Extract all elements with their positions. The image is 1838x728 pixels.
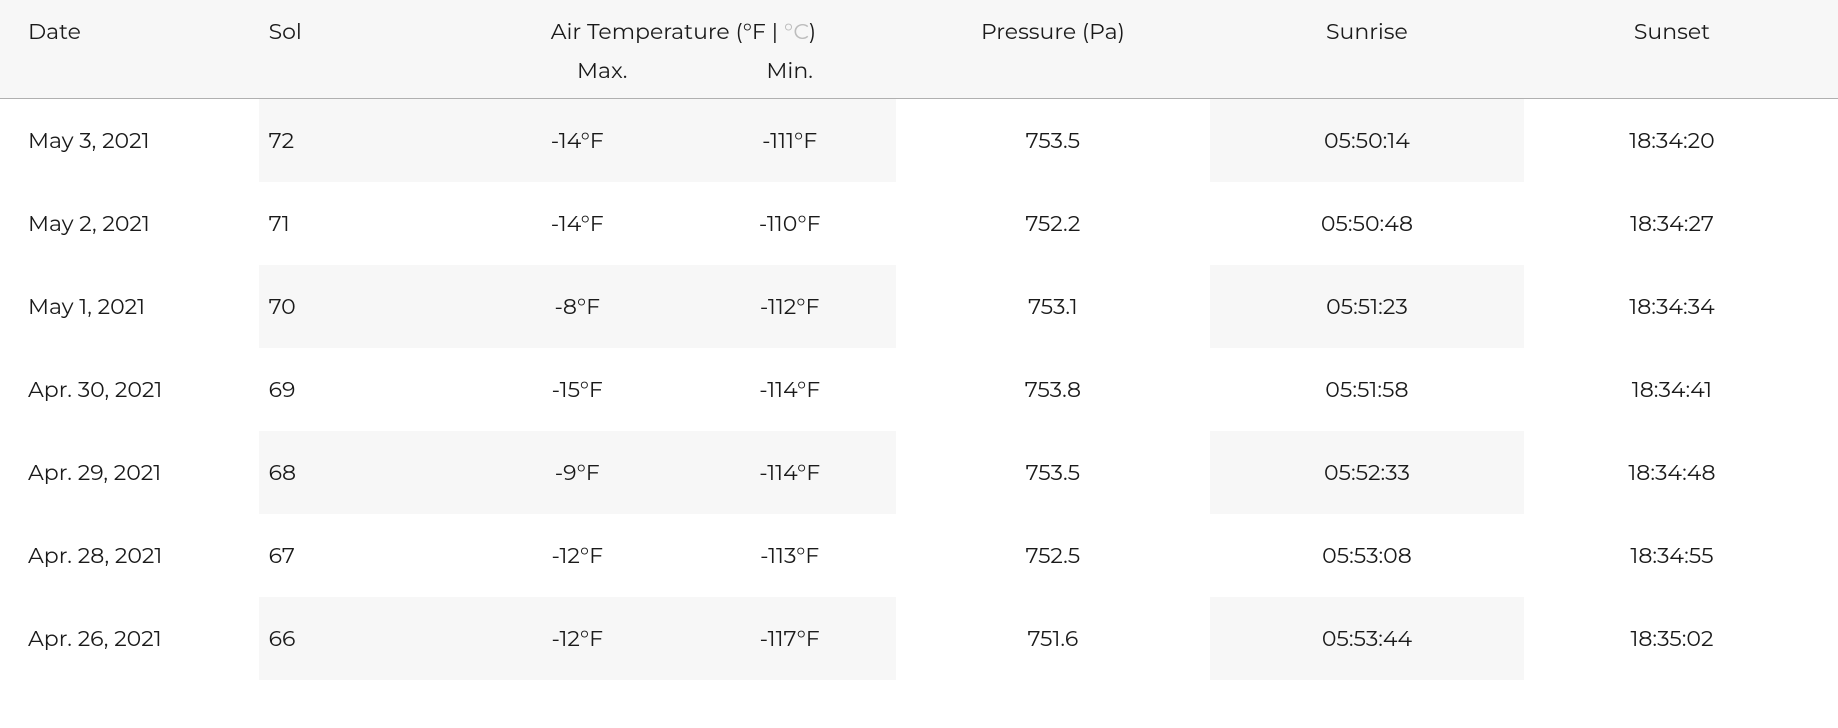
cell-sunrise: 05:52:33	[1210, 431, 1524, 514]
table-row: Apr. 30, 202169-15°F-114°F753.805:51:581…	[0, 348, 1838, 431]
cell-sunset: 18:34:48	[1524, 431, 1838, 514]
table-row: May 2, 202171-14°F-110°F752.205:50:4818:…	[0, 182, 1838, 265]
cell-min: -114°F	[683, 431, 895, 514]
cell-max: -9°F	[471, 431, 683, 514]
header-air-temp: Air Temperature (°F | °C)	[471, 0, 896, 51]
header-min[interactable]: Min.	[683, 51, 895, 99]
cell-sunrise: 05:51:58	[1210, 348, 1524, 431]
cell-max: -15°F	[471, 348, 683, 431]
table-row: Apr. 29, 202168-9°F-114°F753.505:52:3318…	[0, 431, 1838, 514]
cell-sunrise: 05:53:08	[1210, 514, 1524, 597]
cell-sol: 68	[259, 431, 471, 514]
unit-separator: |	[766, 18, 784, 45]
weather-table: Date Sol Air Temperature (°F | °C) Press…	[0, 0, 1838, 680]
cell-sunrise: 05:50:14	[1210, 99, 1524, 183]
cell-max: -14°F	[471, 182, 683, 265]
header-sunset[interactable]: Sunset	[1524, 0, 1838, 99]
cell-sunset: 18:34:20	[1524, 99, 1838, 183]
cell-sol: 67	[259, 514, 471, 597]
cell-sunrise: 05:53:44	[1210, 597, 1524, 680]
cell-pressure: 752.5	[896, 514, 1210, 597]
cell-min: -111°F	[683, 99, 895, 183]
cell-pressure: 752.2	[896, 182, 1210, 265]
cell-pressure: 751.6	[896, 597, 1210, 680]
cell-sol: 69	[259, 348, 471, 431]
cell-min: -110°F	[683, 182, 895, 265]
cell-date: Apr. 30, 2021	[0, 348, 259, 431]
cell-sol: 70	[259, 265, 471, 348]
cell-min: -114°F	[683, 348, 895, 431]
cell-date: May 2, 2021	[0, 182, 259, 265]
header-max[interactable]: Max.	[471, 51, 683, 99]
header-pressure[interactable]: Pressure (Pa)	[896, 0, 1210, 99]
unit-group-close: )	[809, 18, 816, 45]
unit-celsius[interactable]: °C	[784, 18, 809, 45]
cell-sunset: 18:34:27	[1524, 182, 1838, 265]
table-row: May 3, 202172-14°F-111°F753.505:50:1418:…	[0, 99, 1838, 183]
header-sunrise[interactable]: Sunrise	[1210, 0, 1524, 99]
table-body: May 3, 202172-14°F-111°F753.505:50:1418:…	[0, 99, 1838, 681]
cell-sunset: 18:34:41	[1524, 348, 1838, 431]
cell-sol: 66	[259, 597, 471, 680]
cell-min: -113°F	[683, 514, 895, 597]
unit-group: (	[735, 18, 742, 45]
unit-fahrenheit[interactable]: °F	[743, 18, 766, 45]
air-temp-label: Air Temperature	[551, 18, 730, 45]
table-header: Date Sol Air Temperature (°F | °C) Press…	[0, 0, 1838, 99]
cell-max: -8°F	[471, 265, 683, 348]
cell-min: -112°F	[683, 265, 895, 348]
cell-min: -117°F	[683, 597, 895, 680]
cell-date: May 3, 2021	[0, 99, 259, 183]
cell-pressure: 753.5	[896, 431, 1210, 514]
cell-pressure: 753.5	[896, 99, 1210, 183]
cell-date: Apr. 26, 2021	[0, 597, 259, 680]
table-row: Apr. 28, 202167-12°F-113°F752.505:53:081…	[0, 514, 1838, 597]
cell-date: Apr. 28, 2021	[0, 514, 259, 597]
cell-sunset: 18:35:02	[1524, 597, 1838, 680]
header-date[interactable]: Date	[0, 0, 259, 99]
table-row: Apr. 26, 202166-12°F-117°F751.605:53:441…	[0, 597, 1838, 680]
cell-pressure: 753.1	[896, 265, 1210, 348]
cell-sunset: 18:34:55	[1524, 514, 1838, 597]
cell-max: -14°F	[471, 99, 683, 183]
cell-max: -12°F	[471, 597, 683, 680]
cell-sunset: 18:34:34	[1524, 265, 1838, 348]
cell-date: Apr. 29, 2021	[0, 431, 259, 514]
cell-sunrise: 05:50:48	[1210, 182, 1524, 265]
cell-sol: 71	[259, 182, 471, 265]
cell-sunrise: 05:51:23	[1210, 265, 1524, 348]
table-row: May 1, 202170-8°F-112°F753.105:51:2318:3…	[0, 265, 1838, 348]
cell-date: May 1, 2021	[0, 265, 259, 348]
cell-pressure: 753.8	[896, 348, 1210, 431]
cell-max: -12°F	[471, 514, 683, 597]
cell-sol: 72	[259, 99, 471, 183]
header-sol[interactable]: Sol	[259, 0, 471, 99]
